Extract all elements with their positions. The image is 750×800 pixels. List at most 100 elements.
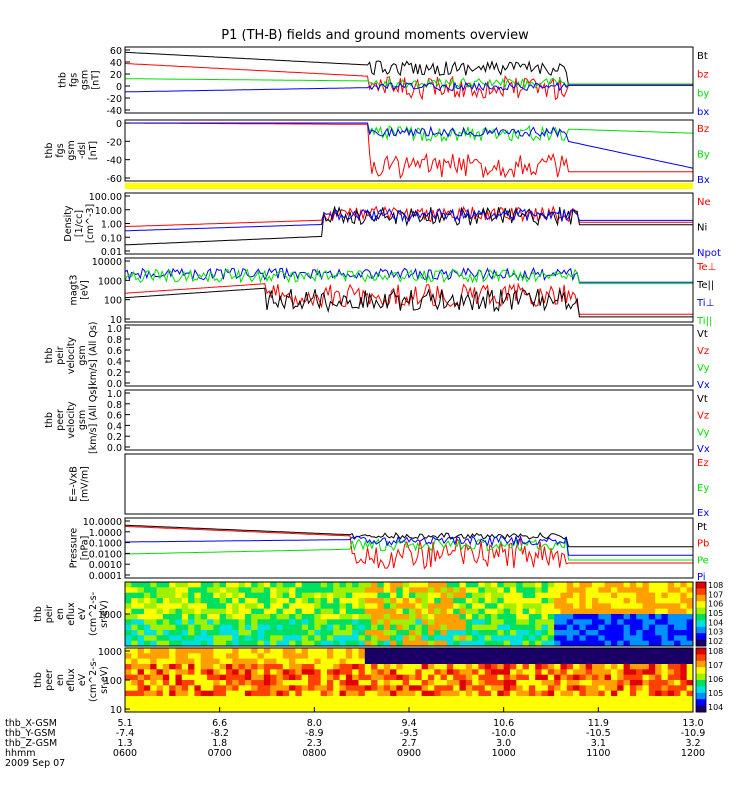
- y-axis-label: (cm^2-s-: [88, 592, 99, 636]
- y-axis-label: magt3: [69, 275, 80, 306]
- y-tick-label: 1.0000: [89, 528, 122, 539]
- panel-temperature: 10000 1000 100 10 magt3 [eV] Te⊥ Te|| Ti⊥ Ti||: [69, 257, 717, 327]
- y-axis-label: Density: [63, 205, 74, 241]
- y-axis-label: thb: [44, 412, 55, 428]
- y-axis-label: eV: [77, 673, 88, 686]
- y-axis-label: [1/cc]: [74, 210, 85, 237]
- x-axis-value: 1.8: [212, 738, 227, 749]
- y-tick-label: 20: [110, 70, 122, 81]
- y-tick-label: 0.4: [107, 421, 122, 432]
- panel-frame: [124, 517, 694, 579]
- y-tick-label: 60: [110, 46, 122, 57]
- y-axis-label: eflux: [66, 602, 77, 626]
- legend-entry: Vt: [697, 329, 708, 340]
- colorbar-frame: [695, 581, 707, 647]
- series-line-temperature-3: [124, 267, 693, 285]
- y-tick-label: -20: [106, 94, 122, 105]
- series-line-fgs-gsm-dsl-2: [125, 122, 694, 169]
- y-axis-label: gsm: [66, 140, 77, 160]
- y-axis-label: [cm^-3]: [85, 204, 96, 243]
- panel-peer-velocity: 1.00.80.60.40.20.0 thb peer velocity gsm [km/…: [44, 386, 710, 455]
- y-tick-label: 0.2: [107, 368, 122, 379]
- series-line-pressure-2: [125, 538, 693, 561]
- x-axis-value: 11.9: [588, 718, 609, 729]
- panel-frame: [124, 324, 694, 387]
- y-axis-label: velocity: [66, 337, 77, 375]
- x-axis-value: -8.2: [210, 728, 229, 739]
- y-axis-label: thb: [33, 606, 44, 622]
- y-axis-label: thb: [44, 348, 55, 364]
- panel-peer-spectrogram: 108 107 106 105 104 1000 100 10 thb peer en eflux eV…: [33, 647, 723, 716]
- series-line-fgs-gsm-2: [125, 76, 693, 90]
- series-line-temperature-1: [124, 287, 693, 318]
- y-tick-label: 100: [104, 676, 122, 687]
- series-line-fgs-gsm-3: [124, 81, 693, 93]
- x-axis-value: 0600: [113, 748, 137, 759]
- legend-entry: Vt: [697, 394, 708, 405]
- panel-frame: [124, 389, 694, 451]
- y-tick-label: 0.6: [107, 411, 122, 422]
- y-axis-label: peir: [55, 346, 66, 365]
- series-line-pressure-3: [125, 534, 693, 556]
- y-axis-label: thb: [58, 72, 69, 88]
- y-tick-label: 0.8: [107, 335, 122, 346]
- x-axis-value: -8.9: [305, 728, 324, 739]
- y-tick-label: 10000: [92, 257, 122, 268]
- colorbar-tick-label: 104: [708, 703, 723, 712]
- legend-entry: Bx: [697, 175, 710, 186]
- legend-entry: Npot: [697, 248, 721, 259]
- series-line-temperature-0: [124, 282, 693, 315]
- y-axis-label: (cm^2-s-: [88, 658, 99, 702]
- y-tick-label: 10: [110, 315, 122, 326]
- x-axis-value: 5.1: [117, 718, 132, 729]
- y-tick-label: 10.00: [95, 206, 122, 217]
- colorbar-tick-label: 105: [708, 609, 723, 618]
- series-line-fgs-gsm-1: [124, 63, 693, 101]
- y-tick-label: -20: [106, 137, 122, 148]
- panel-fgs-gsm-dsl: 0 -20 -40 -60 thb fgs gsm -dsl [nT] Bz By Bx: [44, 119, 710, 186]
- y-tick-label: 1000: [98, 610, 122, 621]
- legend-entry: bz: [697, 70, 709, 81]
- legend-entry: Pi: [697, 572, 706, 583]
- y-tick-label: 0: [116, 82, 122, 93]
- y-tick-label: -40: [106, 106, 122, 117]
- legend-entry: Bt: [697, 51, 708, 62]
- y-axis-label: gsm: [77, 345, 88, 365]
- x-axis-value: 1000: [492, 748, 516, 759]
- y-tick-label: 0.0010: [89, 560, 122, 571]
- colorbar-tick-label: 103: [708, 628, 723, 637]
- legend-entry: Ti||: [696, 316, 712, 327]
- x-axis-value: 1200: [681, 748, 705, 759]
- legend-entry: Pt: [697, 522, 707, 533]
- y-axis-label: thb: [44, 143, 55, 159]
- y-axis-label: gsm: [80, 70, 91, 90]
- x-axis-value: 2.3: [307, 738, 322, 749]
- x-axis-value: 10.6: [493, 718, 514, 729]
- y-axis-label: [mV/m]: [80, 466, 91, 502]
- y-axis-label: eV: [77, 607, 88, 620]
- y-tick-label: 0.01: [101, 247, 122, 258]
- legend-entry: By: [697, 150, 710, 161]
- x-axis-value: 0700: [208, 748, 232, 759]
- legend-entry: bx: [697, 107, 709, 118]
- y-axis-label: [km/s] (All Qs): [88, 322, 99, 390]
- legend-entry: Pe: [697, 555, 709, 566]
- y-tick-label: 1.00: [101, 220, 122, 231]
- legend-entry: Ex: [697, 508, 709, 519]
- y-axis-label: [eV]: [80, 280, 91, 300]
- y-axis-label: E=-VxB: [69, 466, 80, 501]
- x-axis-value: -10.9: [681, 728, 706, 739]
- page-title: P1 (TH-B) fields and ground moments over…: [221, 28, 529, 43]
- x-axis-value: -10.0: [491, 728, 516, 739]
- series-line-fgs-gsm-dsl-1: [125, 122, 694, 143]
- y-tick-label: 40: [110, 58, 122, 69]
- series-line-temperature-2: [124, 266, 693, 283]
- panel-frame: [124, 453, 694, 515]
- legend-entry: by: [697, 88, 709, 99]
- series-line-fgs-gsm-0: [124, 51, 693, 86]
- colorbar-tick-label: 106: [708, 675, 723, 684]
- y-axis-label: peir: [44, 605, 55, 624]
- y-axis-label: velocity: [66, 401, 77, 439]
